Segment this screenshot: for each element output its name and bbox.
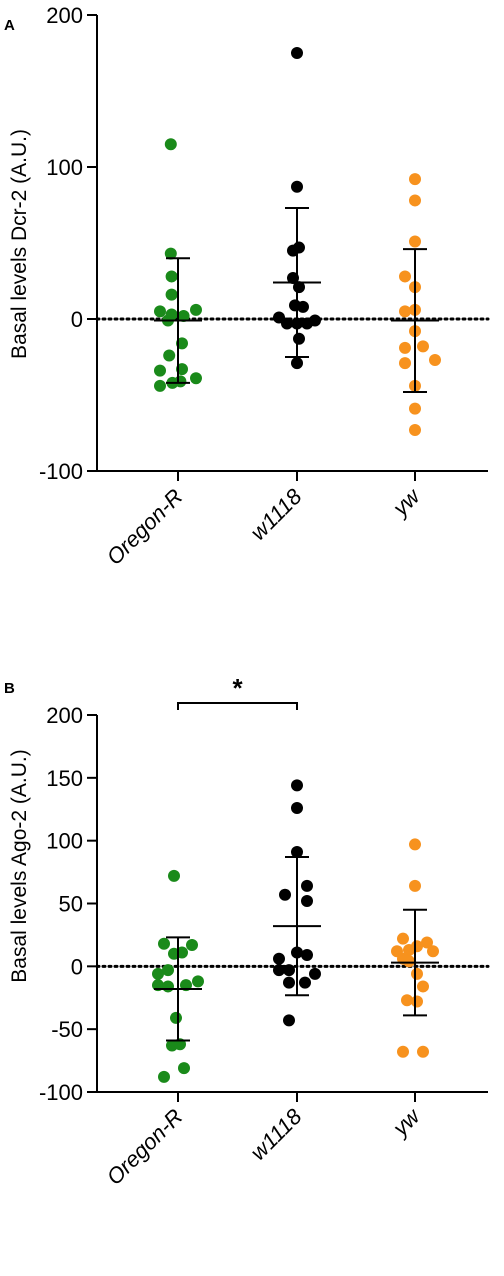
data-point [417, 980, 429, 993]
data-point [409, 402, 421, 415]
y-tick-label-b: -100 [39, 1080, 83, 1105]
data-point [291, 845, 303, 858]
category-label-a: yw [386, 482, 426, 522]
data-point [309, 967, 321, 980]
plot-area-a: -100 0 100 200 Oregon-R w1118 yw [39, 3, 490, 570]
data-point [165, 288, 178, 301]
y-tick-label-b: 50 [59, 892, 83, 917]
data-point [163, 349, 176, 362]
data-point [291, 801, 303, 814]
data-point [186, 938, 198, 951]
series-a-1 [273, 47, 321, 370]
data-point [297, 300, 309, 313]
data-point [168, 869, 180, 882]
category-label-b: yw [386, 1102, 426, 1142]
data-point [301, 894, 313, 907]
panel-b: B Basal levels Ago-2 (A.U.) -100 -50 0 50 10… [4, 673, 490, 1190]
data-point [158, 1070, 170, 1083]
data-point [273, 952, 285, 965]
data-point [409, 838, 421, 851]
data-point [281, 317, 293, 330]
data-point [409, 194, 421, 207]
data-point [162, 980, 174, 993]
data-point [170, 1011, 182, 1024]
data-point [192, 975, 204, 988]
data-point [178, 1062, 190, 1075]
data-point [154, 379, 166, 392]
y-tick-label-b: 100 [46, 829, 83, 854]
y-axis-title-a: Basal levels Dcr-2 (A.U.) [8, 129, 31, 359]
significance-star: * [232, 673, 243, 703]
series-a-2 [391, 173, 441, 436]
data-point [164, 247, 177, 260]
data-point [301, 949, 313, 962]
data-point [154, 305, 166, 318]
data-point [291, 47, 303, 59]
data-point [401, 994, 413, 1007]
data-point [291, 180, 303, 193]
data-point [409, 173, 421, 186]
data-point [165, 270, 178, 283]
data-point [411, 940, 423, 953]
category-label-a: Oregon-R [102, 484, 188, 570]
plot-area-b: -100 -50 0 50 100 150 200 Oregon-R w1118 yw * [39, 673, 490, 1190]
panel-a: A Basal levels Dcr-2 (A.U.) -100 0 100 200 O… [4, 3, 490, 570]
data-point [429, 354, 441, 367]
panel-label-a: A [4, 17, 15, 34]
data-point [174, 375, 187, 388]
data-point [299, 976, 311, 989]
series-b-0 [152, 869, 204, 1083]
category-label-a: w1118 [245, 483, 307, 545]
data-point [427, 945, 439, 958]
data-point [283, 1014, 295, 1027]
data-point [411, 967, 423, 980]
data-point [162, 964, 174, 977]
y-tick-label-a: 100 [46, 155, 83, 180]
data-point [273, 964, 285, 977]
series-a-0 [154, 138, 202, 392]
data-point [190, 372, 202, 385]
data-point [397, 932, 409, 945]
data-point [409, 423, 421, 436]
data-point [417, 340, 429, 353]
category-label-b: w1118 [245, 1103, 307, 1165]
data-point [164, 138, 177, 151]
data-point [399, 357, 411, 370]
data-point [397, 1045, 409, 1058]
data-point [301, 317, 313, 330]
data-point [409, 235, 421, 248]
y-tick-label-b: 200 [46, 703, 83, 728]
data-point [399, 341, 411, 354]
data-point [293, 332, 305, 345]
y-tick-label-a: 0 [71, 307, 83, 332]
data-point [399, 305, 411, 318]
y-tick-label-b: -50 [51, 1017, 83, 1042]
data-point [291, 357, 303, 370]
data-point [154, 364, 166, 377]
y-tick-label-a: -100 [39, 459, 83, 484]
series-b-1 [273, 779, 321, 1027]
significance-bracket [177, 702, 298, 710]
data-point [158, 937, 170, 950]
data-point [291, 779, 303, 792]
data-point [283, 976, 295, 989]
data-point [409, 879, 421, 892]
data-point [279, 888, 291, 901]
data-point [177, 309, 190, 322]
data-point [301, 879, 313, 892]
data-point [190, 303, 202, 316]
data-point [421, 936, 433, 949]
panel-label-b: B [4, 680, 15, 697]
data-point [283, 964, 295, 977]
series-b-2 [391, 838, 439, 1058]
category-label-b: Oregon-R [102, 1104, 188, 1190]
y-axis-title-b: Basal levels Ago-2 (A.U.) [8, 749, 31, 982]
y-tick-label-b: 0 [71, 954, 83, 979]
data-point [399, 270, 411, 283]
data-point [417, 1045, 429, 1058]
y-tick-label-a: 200 [46, 3, 83, 28]
data-point [152, 967, 164, 980]
y-tick-label-b: 150 [46, 766, 83, 791]
